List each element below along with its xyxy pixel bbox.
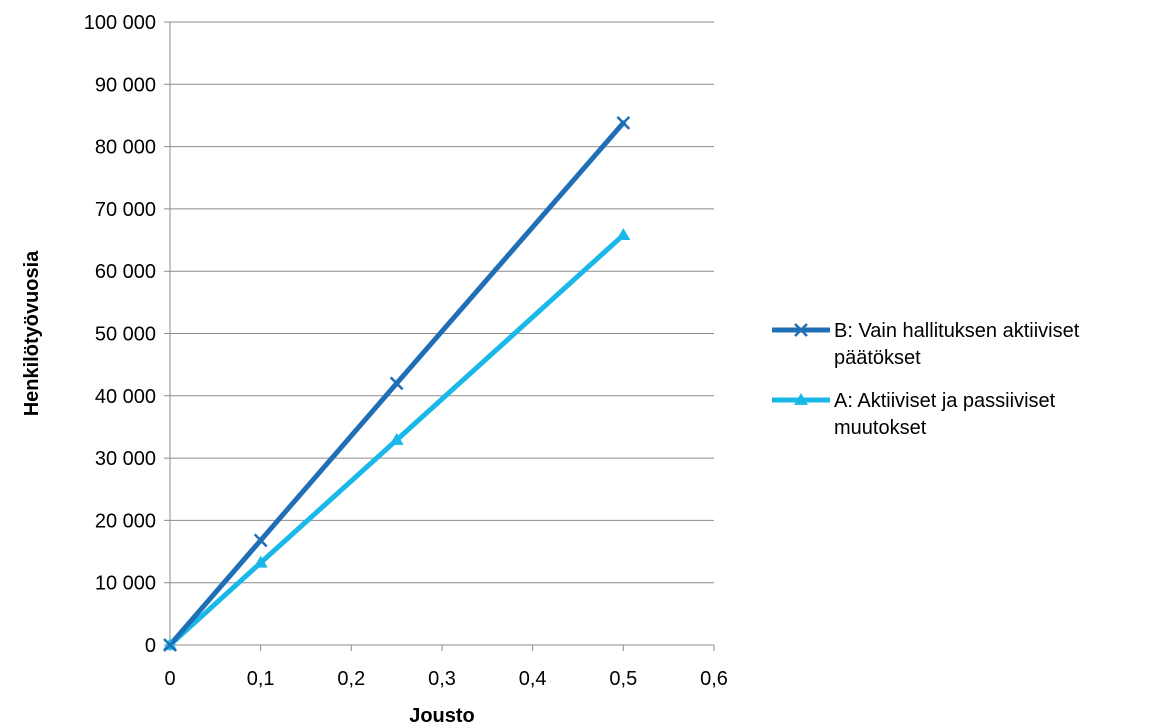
x-tick-label: 0 bbox=[164, 668, 175, 690]
series-line bbox=[167, 120, 626, 648]
y-axis-title: Henkilötyövuosia bbox=[21, 250, 43, 416]
x-tick-label: 0,2 bbox=[337, 668, 365, 690]
axes bbox=[164, 22, 714, 646]
legend: B: Vain hallituksen aktiiviset päätökset A… bbox=[772, 320, 1080, 439]
y-tick-label: 100 000 bbox=[84, 12, 156, 34]
data-point-x-marker bbox=[616, 116, 631, 130]
y-tick-label: 30 000 bbox=[95, 448, 156, 470]
legend-label: A: Aktiiviset ja passiiviset bbox=[834, 390, 1056, 412]
y-tick-label: 80 000 bbox=[95, 137, 156, 159]
x-tick-label: 0,3 bbox=[428, 668, 456, 690]
data-point-triangle-marker bbox=[616, 228, 631, 240]
legend-label: B: Vain hallituksen aktiiviset bbox=[834, 320, 1080, 342]
x-tick-label: 0,4 bbox=[519, 668, 547, 690]
y-tick-label: 40 000 bbox=[95, 386, 156, 408]
legend-label: päätökset bbox=[834, 347, 921, 369]
data-point-x-marker bbox=[389, 376, 404, 391]
legend-label: muutokset bbox=[834, 417, 927, 439]
data-point-x-marker bbox=[163, 638, 177, 652]
data-point-triangle-marker bbox=[253, 555, 268, 568]
y-tick-label: 50 000 bbox=[95, 324, 156, 346]
series-lines bbox=[167, 120, 626, 648]
legend-item: B: Vain hallituksen aktiiviset päätökset bbox=[772, 320, 1080, 369]
gridlines bbox=[164, 21, 714, 584]
data-point-x-marker bbox=[794, 323, 808, 337]
x-tick-label: 0,5 bbox=[609, 668, 637, 690]
x-tick-label: 0,6 bbox=[700, 668, 728, 690]
y-tick-label: 60 000 bbox=[95, 261, 156, 283]
series-line bbox=[167, 232, 626, 648]
data-point-x-marker bbox=[253, 533, 268, 548]
x-tick-label: 0,1 bbox=[247, 668, 275, 690]
series-markers bbox=[163, 116, 631, 652]
x-tick-labels: 0 0,1 0,2 0,3 0,4 0,5 0,6 bbox=[164, 645, 728, 690]
y-tick-label: 20 000 bbox=[95, 510, 156, 532]
y-tick-label: 10 000 bbox=[95, 573, 156, 595]
y-tick-label: 90 000 bbox=[95, 74, 156, 96]
data-point-triangle-marker bbox=[389, 433, 404, 445]
x-axis-title: Jousto bbox=[409, 705, 475, 727]
data-point-triangle-marker bbox=[794, 393, 808, 405]
y-tick-labels: 0 10 000 20 000 30 000 40 000 50 000 60 000 70 … bbox=[84, 12, 156, 657]
y-tick-label: 0 bbox=[145, 635, 156, 657]
y-tick-label: 70 000 bbox=[95, 199, 156, 221]
legend-item: A: Aktiiviset ja passiiviset muutokset bbox=[772, 390, 1056, 439]
